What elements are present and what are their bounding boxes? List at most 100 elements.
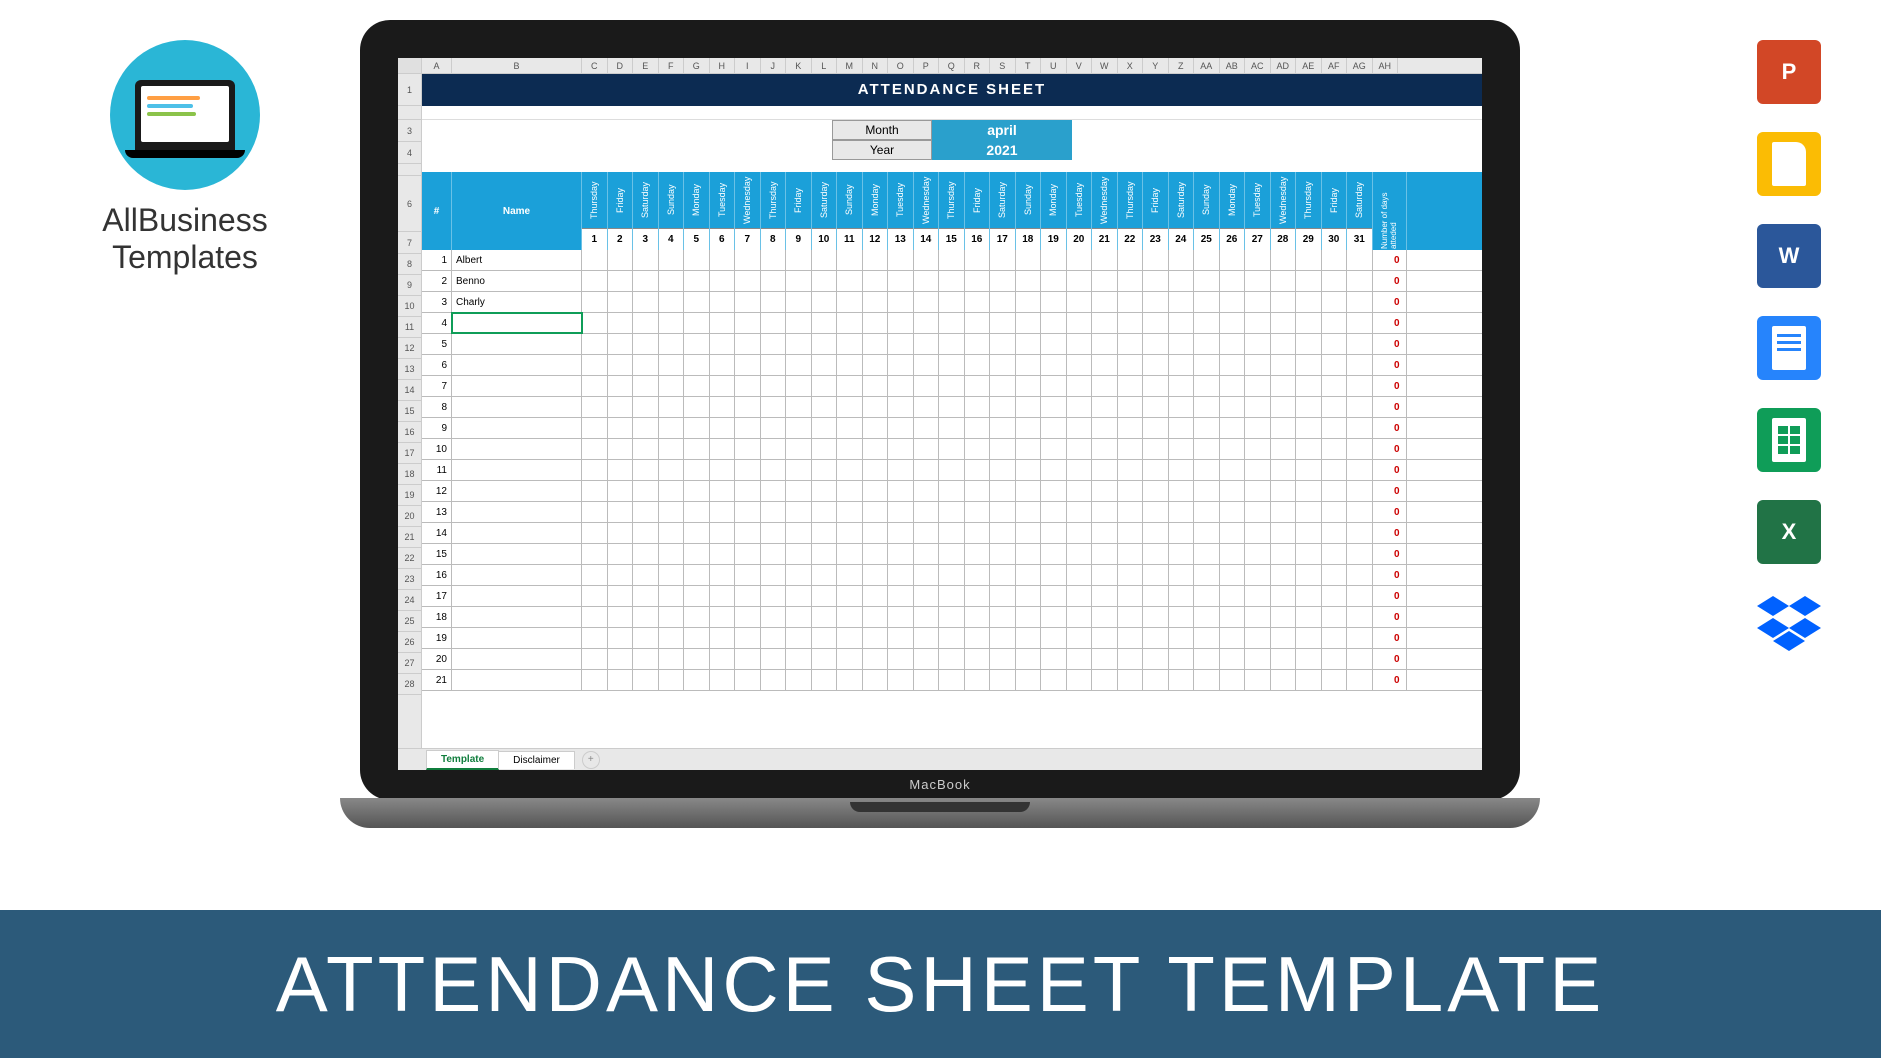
day-header-19[interactable]: Monday19 <box>1041 172 1067 250</box>
day-cell-13[interactable] <box>888 586 914 606</box>
day-cell-21[interactable] <box>1092 292 1118 312</box>
name-cell[interactable] <box>452 313 582 333</box>
day-cell-23[interactable] <box>1143 544 1169 564</box>
name-cell[interactable]: Benno <box>452 271 582 291</box>
day-cell-4[interactable] <box>659 271 685 291</box>
day-header-24[interactable]: Saturday24 <box>1169 172 1195 250</box>
day-cell-11[interactable] <box>837 397 863 417</box>
day-cell-21[interactable] <box>1092 544 1118 564</box>
day-header-16[interactable]: Friday16 <box>965 172 991 250</box>
day-cell-16[interactable] <box>965 376 991 396</box>
day-cell-1[interactable] <box>582 649 608 669</box>
day-cell-7[interactable] <box>735 586 761 606</box>
day-cell-29[interactable] <box>1296 418 1322 438</box>
day-cell-23[interactable] <box>1143 334 1169 354</box>
day-cell-25[interactable] <box>1194 628 1220 648</box>
day-cell-5[interactable] <box>684 670 710 690</box>
row-header-19[interactable]: 19 <box>398 485 421 506</box>
day-cell-4[interactable] <box>659 523 685 543</box>
day-cell-30[interactable] <box>1322 418 1348 438</box>
day-cell-29[interactable] <box>1296 586 1322 606</box>
day-cell-1[interactable] <box>582 607 608 627</box>
day-header-25[interactable]: Sunday25 <box>1194 172 1220 250</box>
day-cell-13[interactable] <box>888 313 914 333</box>
day-cell-12[interactable] <box>863 586 889 606</box>
day-cell-14[interactable] <box>914 376 940 396</box>
day-cell-19[interactable] <box>1041 544 1067 564</box>
day-cell-24[interactable] <box>1169 397 1195 417</box>
day-cell-18[interactable] <box>1016 439 1042 459</box>
day-cell-24[interactable] <box>1169 670 1195 690</box>
day-cell-30[interactable] <box>1322 544 1348 564</box>
day-cell-10[interactable] <box>812 292 838 312</box>
day-cell-11[interactable] <box>837 460 863 480</box>
day-cell-4[interactable] <box>659 544 685 564</box>
day-cell-17[interactable] <box>990 418 1016 438</box>
day-cell-21[interactable] <box>1092 397 1118 417</box>
day-cell-10[interactable] <box>812 397 838 417</box>
day-cell-25[interactable] <box>1194 439 1220 459</box>
day-cell-16[interactable] <box>965 418 991 438</box>
day-cell-16[interactable] <box>965 649 991 669</box>
day-cell-20[interactable] <box>1067 313 1093 333</box>
day-cell-10[interactable] <box>812 460 838 480</box>
slides-icon[interactable] <box>1757 132 1821 196</box>
day-cell-27[interactable] <box>1245 418 1271 438</box>
day-cell-30[interactable] <box>1322 376 1348 396</box>
day-cell-21[interactable] <box>1092 334 1118 354</box>
day-header-7[interactable]: Wednesday7 <box>735 172 761 250</box>
day-cell-3[interactable] <box>633 586 659 606</box>
day-cell-15[interactable] <box>939 607 965 627</box>
day-cell-30[interactable] <box>1322 670 1348 690</box>
day-cell-6[interactable] <box>710 355 736 375</box>
day-cell-17[interactable] <box>990 334 1016 354</box>
name-cell[interactable] <box>452 334 582 354</box>
day-cell-22[interactable] <box>1118 565 1144 585</box>
day-cell-5[interactable] <box>684 502 710 522</box>
day-cell-9[interactable] <box>786 355 812 375</box>
day-cell-22[interactable] <box>1118 397 1144 417</box>
day-cell-6[interactable] <box>710 439 736 459</box>
day-cell-19[interactable] <box>1041 628 1067 648</box>
day-cell-27[interactable] <box>1245 313 1271 333</box>
day-cell-18[interactable] <box>1016 292 1042 312</box>
row-header-blank1[interactable] <box>398 106 421 120</box>
day-cell-17[interactable] <box>990 565 1016 585</box>
col-header-J[interactable]: J <box>761 58 787 73</box>
row-header-11[interactable]: 11 <box>398 317 421 338</box>
day-cell-3[interactable] <box>633 523 659 543</box>
day-cell-31[interactable] <box>1347 607 1373 627</box>
day-cell-1[interactable] <box>582 586 608 606</box>
row-num[interactable]: 13 <box>422 502 452 522</box>
day-cell-22[interactable] <box>1118 649 1144 669</box>
day-cell-13[interactable] <box>888 250 914 270</box>
day-cell-14[interactable] <box>914 250 940 270</box>
row-num[interactable]: 2 <box>422 271 452 291</box>
day-cell-23[interactable] <box>1143 418 1169 438</box>
day-cell-13[interactable] <box>888 439 914 459</box>
row-header-3[interactable]: 3 <box>398 120 421 142</box>
day-cell-28[interactable] <box>1271 313 1297 333</box>
day-cell-16[interactable] <box>965 313 991 333</box>
day-cell-31[interactable] <box>1347 649 1373 669</box>
day-cell-22[interactable] <box>1118 271 1144 291</box>
day-cell-30[interactable] <box>1322 649 1348 669</box>
row-header-13[interactable]: 13 <box>398 359 421 380</box>
name-cell[interactable] <box>452 649 582 669</box>
col-header-E[interactable]: E <box>633 58 659 73</box>
name-cell[interactable] <box>452 460 582 480</box>
day-cell-1[interactable] <box>582 397 608 417</box>
day-cell-11[interactable] <box>837 376 863 396</box>
day-cell-29[interactable] <box>1296 397 1322 417</box>
day-cell-16[interactable] <box>965 565 991 585</box>
day-cell-11[interactable] <box>837 523 863 543</box>
day-cell-21[interactable] <box>1092 418 1118 438</box>
day-cell-12[interactable] <box>863 649 889 669</box>
day-cell-13[interactable] <box>888 565 914 585</box>
day-cell-5[interactable] <box>684 397 710 417</box>
day-cell-22[interactable] <box>1118 628 1144 648</box>
day-cell-10[interactable] <box>812 418 838 438</box>
day-cell-24[interactable] <box>1169 355 1195 375</box>
day-cell-28[interactable] <box>1271 250 1297 270</box>
day-cell-7[interactable] <box>735 355 761 375</box>
